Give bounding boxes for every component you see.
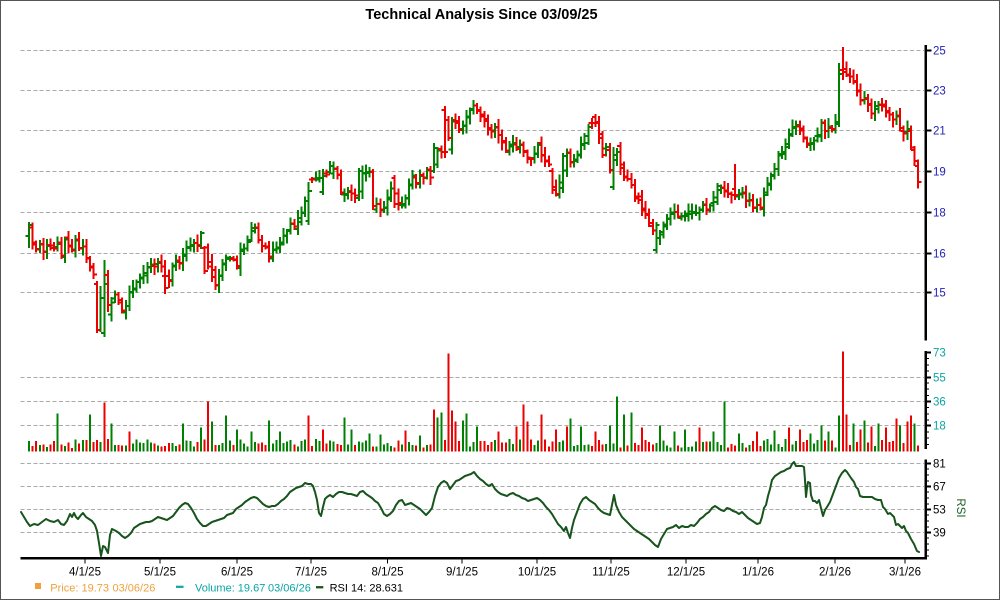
svg-text:12/1/25: 12/1/25 (667, 567, 705, 579)
svg-text:Volume: 19.67: Volume: 19.67 (195, 583, 265, 595)
svg-text:53: 53 (933, 505, 946, 517)
svg-text:55: 55 (933, 373, 946, 385)
svg-text:Price: 19.73: Price: 19.73 (50, 583, 109, 595)
svg-text:3/1/26: 3/1/26 (889, 567, 921, 579)
svg-text:18: 18 (933, 421, 946, 433)
svg-text:2/1/26: 2/1/26 (819, 567, 851, 579)
svg-text:03/06/26: 03/06/26 (268, 583, 311, 595)
svg-text:19: 19 (933, 167, 946, 179)
svg-text:RSI: RSI (954, 498, 966, 517)
svg-text:67: 67 (933, 482, 946, 494)
svg-text:5/1/25: 5/1/25 (144, 567, 176, 579)
svg-text:25: 25 (933, 46, 946, 58)
svg-text:39: 39 (933, 528, 946, 540)
svg-text:7/1/25: 7/1/25 (295, 567, 327, 579)
svg-text:10/1/25: 10/1/25 (518, 567, 556, 579)
svg-text:36: 36 (933, 397, 946, 409)
svg-text:11/1/25: 11/1/25 (592, 567, 630, 579)
svg-text:RSI 14: 28.631: RSI 14: 28.631 (330, 583, 403, 595)
svg-text:8/1/25: 8/1/25 (372, 567, 404, 579)
svg-text:15: 15 (933, 288, 946, 300)
svg-text:21: 21 (933, 126, 946, 138)
svg-text:Technical Analysis Since 03/09: Technical Analysis Since 03/09/25 (365, 7, 597, 23)
svg-text:03/06/26: 03/06/26 (113, 583, 156, 595)
svg-text:81: 81 (933, 459, 946, 471)
svg-text:9/1/25: 9/1/25 (446, 567, 478, 579)
svg-text:4/1/25: 4/1/25 (69, 567, 101, 579)
svg-text:23: 23 (933, 86, 946, 98)
svg-text:73: 73 (933, 348, 946, 360)
svg-text:16: 16 (933, 249, 946, 261)
svg-text:6/1/25: 6/1/25 (221, 567, 253, 579)
svg-text:1/1/26: 1/1/26 (742, 567, 774, 579)
svg-text:18: 18 (933, 208, 946, 220)
